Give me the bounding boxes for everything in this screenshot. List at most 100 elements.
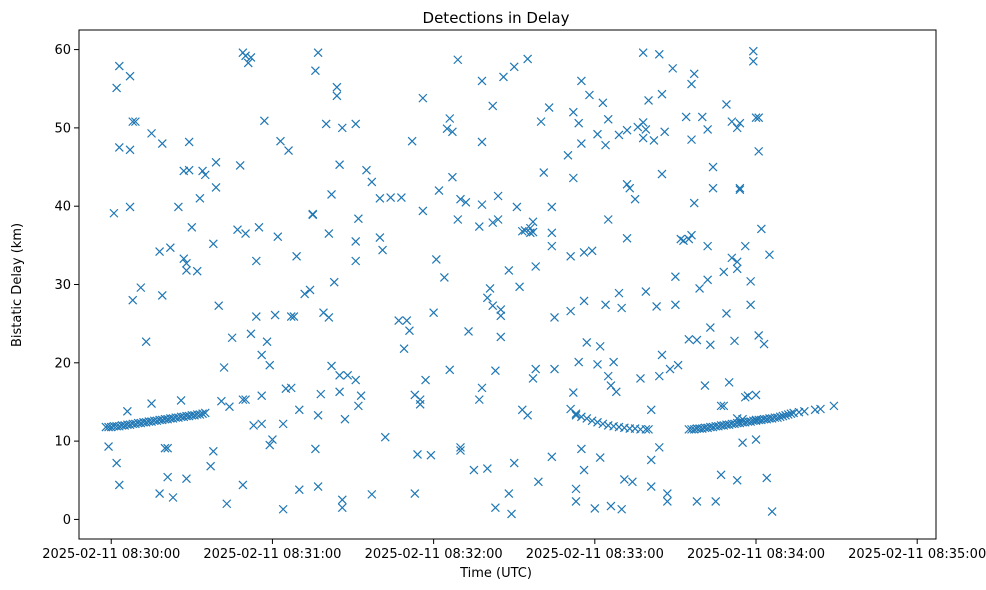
data-point: [493, 215, 503, 224]
data-point: [654, 49, 664, 59]
data-point: [571, 409, 581, 419]
data-point: [751, 435, 761, 444]
data-point: [746, 276, 756, 286]
data-point: [362, 165, 371, 175]
data-point: [593, 417, 602, 427]
data-point: [627, 477, 637, 487]
data-point: [590, 504, 600, 513]
data-point: [125, 145, 135, 155]
data-point: [335, 370, 345, 380]
x-axis-ticks: 2025-02-11 08:30:00 2025-02-11 08:31:00 20…: [42, 539, 986, 562]
data-point: [689, 198, 699, 208]
data-point: [641, 287, 651, 296]
data-point: [751, 390, 761, 400]
data-point: [251, 312, 261, 322]
data-point: [759, 339, 769, 349]
data-point: [705, 323, 715, 332]
data-point: [708, 162, 718, 172]
data-point: [337, 503, 347, 513]
data-point: [724, 377, 734, 387]
data-point: [576, 444, 586, 454]
data-point: [453, 215, 463, 224]
data-point: [687, 230, 696, 240]
data-point: [439, 273, 449, 282]
data-point: [703, 125, 713, 134]
x-tick-label: 2025-02-11 08:32:00: [365, 547, 503, 562]
data-point: [646, 482, 656, 491]
data-point: [257, 391, 267, 401]
data-point: [603, 114, 613, 124]
data-point: [310, 66, 320, 76]
data-point: [751, 113, 761, 123]
data-point: [748, 46, 758, 56]
data-point: [292, 251, 302, 261]
data-point: [155, 489, 165, 499]
data-point: [679, 236, 688, 246]
data-point: [496, 305, 506, 314]
data-point: [235, 161, 245, 170]
data-point: [778, 411, 788, 421]
data-point: [405, 326, 414, 336]
data-point: [751, 415, 761, 425]
data-point: [786, 409, 796, 419]
data-point: [160, 443, 170, 453]
data-point: [375, 233, 385, 242]
data-point: [324, 229, 334, 239]
data-point: [598, 419, 608, 429]
data-point: [353, 214, 363, 224]
data-point: [593, 129, 602, 139]
data-point: [670, 300, 680, 310]
data-point: [493, 191, 503, 201]
data-point: [233, 225, 242, 235]
data-point: [482, 464, 492, 473]
data-point: [211, 182, 221, 192]
data-point: [754, 330, 764, 340]
data-point: [767, 507, 777, 517]
data-point: [636, 374, 645, 383]
data-point: [756, 224, 766, 234]
data-point: [396, 193, 406, 203]
data-point: [587, 416, 597, 426]
data-point: [421, 375, 430, 385]
data-point: [321, 119, 331, 129]
data-point: [614, 130, 624, 140]
data-point: [566, 251, 576, 261]
data-point: [337, 123, 347, 133]
data-point: [485, 283, 495, 293]
data-point: [660, 127, 670, 137]
data-point: [732, 475, 742, 485]
data-point: [740, 241, 750, 251]
data-point: [649, 135, 659, 145]
data-point: [719, 401, 729, 411]
data-point: [453, 55, 463, 65]
data-point: [550, 312, 559, 322]
data-point: [378, 245, 388, 255]
data-point: [332, 82, 342, 92]
data-point: [268, 435, 277, 444]
data-point: [550, 364, 559, 374]
data-point: [308, 209, 318, 219]
data-point: [499, 72, 508, 82]
data-point: [276, 136, 285, 146]
data-point: [182, 265, 191, 275]
data-point: [517, 226, 527, 236]
data-point: [477, 137, 487, 147]
x-tick-label: 2025-02-11 08:30:00: [42, 547, 180, 562]
data-point: [426, 450, 436, 460]
data-point: [644, 96, 653, 105]
data-point: [520, 226, 530, 235]
data-point: [192, 266, 202, 276]
data-point: [300, 289, 310, 299]
data-point: [507, 509, 516, 519]
data-point: [563, 150, 573, 160]
data-point: [547, 241, 557, 251]
y-tick-label: 0: [63, 513, 71, 528]
data-point: [504, 489, 514, 499]
data-point: [512, 202, 522, 212]
data-point: [211, 157, 221, 167]
data-point: [611, 387, 621, 397]
data-point: [477, 76, 487, 86]
data-point: [490, 366, 500, 376]
y-tick-label: 40: [54, 200, 71, 215]
data-point: [442, 124, 452, 134]
